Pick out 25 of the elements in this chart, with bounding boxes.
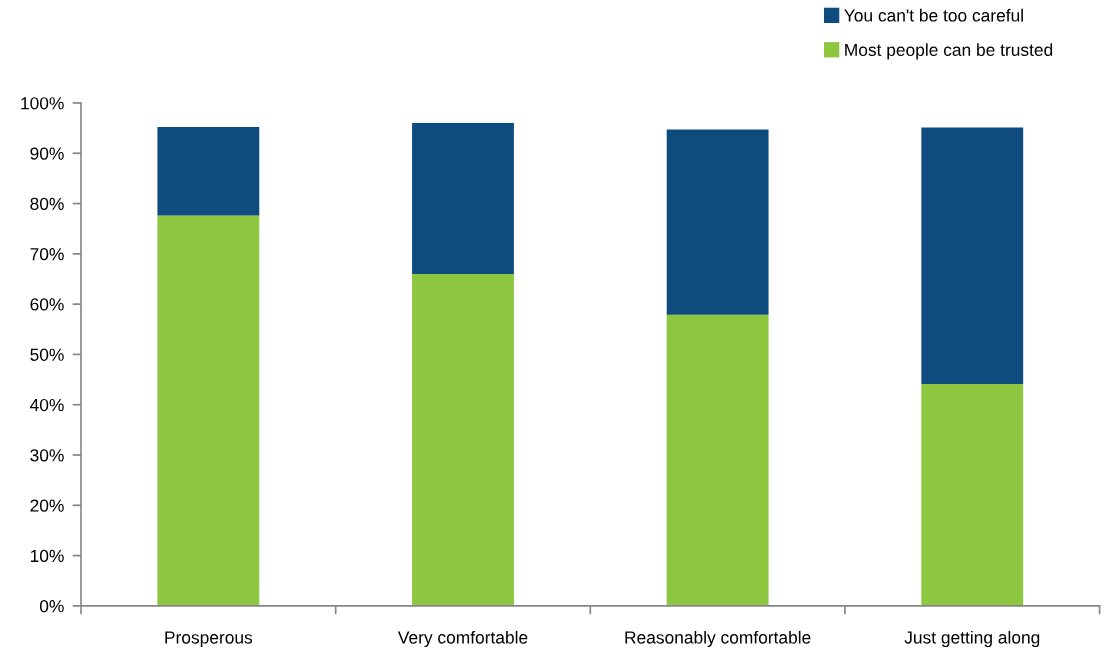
y-tick-label: 40%	[30, 398, 64, 412]
bar	[412, 123, 514, 274]
y-tick-label: 20%	[30, 499, 64, 512]
bar	[666, 129, 769, 315]
bar	[157, 215, 260, 606]
x-tick-label: Prosperous	[165, 631, 253, 648]
y-tick-label: 70%	[30, 248, 64, 261]
y-tick-label: 0%	[39, 600, 64, 613]
y-tick-label: 90%	[30, 147, 64, 160]
x-tick-label: Very comfortable	[397, 630, 528, 648]
y-tick-label: 30%	[30, 449, 64, 462]
legend-label: You can't be too careful	[844, 8, 1023, 22]
x-tick-label: Just getting along	[904, 630, 1040, 648]
bar	[157, 127, 260, 216]
bar	[666, 314, 769, 606]
bar	[412, 273, 514, 606]
legend-label: Most people can be trusted	[845, 43, 1053, 60]
y-tick-label: 10%	[30, 549, 64, 563]
y-tick-label: 50%	[30, 348, 64, 361]
y-tick-label: 60%	[30, 298, 64, 311]
bar	[921, 127, 1024, 385]
bar	[921, 384, 1024, 606]
y-tick-label: 80%	[30, 197, 64, 211]
y-tick-label: 100%	[21, 97, 64, 110]
x-tick-label: Reasonably comfortable	[625, 630, 811, 648]
